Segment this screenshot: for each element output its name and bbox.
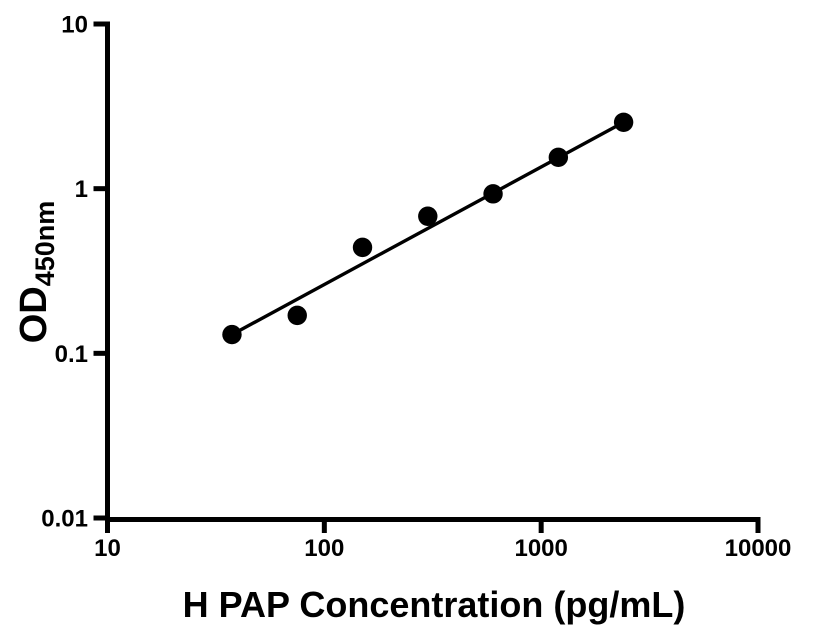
y-axis-title: OD450nm: [13, 201, 60, 344]
y-axis-title-main: OD: [13, 286, 55, 343]
x-tick-label-10: 10: [94, 535, 121, 562]
data-point-2: [287, 305, 307, 326]
x-tick-label-100: 100: [304, 535, 344, 562]
y-tick-label-0.1: 0.1: [55, 341, 88, 368]
x-tick-label-10000: 10000: [725, 535, 792, 562]
axes-layer: 0.01 0.1 1 10 10 100 1000 10000: [41, 12, 791, 563]
y-axis-title-subscript: 450nm: [30, 201, 60, 287]
y-tick-label-0.01: 0.01: [41, 506, 88, 533]
y-tick-label-10: 10: [61, 12, 88, 39]
data-point-3: [352, 237, 373, 258]
data-point-6: [548, 147, 569, 168]
data-point-1: [222, 324, 242, 345]
y-tick-label-1: 1: [75, 176, 88, 203]
data-point-7: [613, 112, 634, 132]
data-layer: [222, 112, 634, 345]
x-tick-label-1000: 1000: [514, 535, 567, 562]
x-axis-title: H PAP Concentration (pg/mL): [183, 584, 686, 625]
data-point-4: [418, 206, 438, 226]
data-point-5: [483, 184, 503, 204]
